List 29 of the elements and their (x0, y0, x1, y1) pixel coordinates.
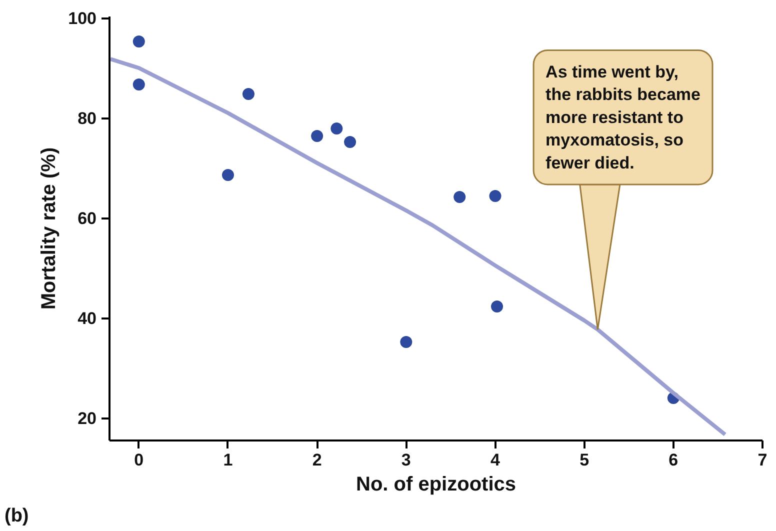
point (132, 78, 145, 90)
point (489, 190, 502, 202)
x-tick-label: 4 (490, 450, 501, 470)
x-axis-title: No. of epizootics (356, 474, 516, 496)
line-series (110, 57, 728, 436)
text: (b) (4, 506, 29, 526)
point (454, 191, 466, 203)
point (311, 130, 324, 142)
point (132, 36, 145, 48)
y-axis-title: Mortality rate (%) (38, 147, 60, 310)
x-tick-label: 1 (223, 450, 233, 470)
point (344, 136, 356, 148)
x-tick-label: 0 (134, 450, 144, 470)
point (491, 300, 504, 312)
x-tick-label: 7 (758, 450, 768, 470)
x-tick-label: 6 (668, 450, 678, 470)
y-tick-label: 20 (78, 409, 97, 428)
y-tick-label: 40 (78, 309, 97, 328)
x-tick-label: 3 (401, 450, 411, 470)
y-tick-label: 80 (78, 109, 97, 128)
point (222, 169, 234, 181)
point (400, 336, 412, 348)
x-tick-label: 5 (580, 450, 590, 470)
point (242, 88, 254, 100)
y-tick-label: 100 (68, 9, 97, 28)
point (330, 122, 343, 134)
annotation: As time went by, the rabbits became more resistant to myxomatosis, so fewer died. (546, 62, 700, 172)
x-tick-label: 2 (312, 450, 322, 470)
y-tick-label: 60 (78, 209, 97, 228)
